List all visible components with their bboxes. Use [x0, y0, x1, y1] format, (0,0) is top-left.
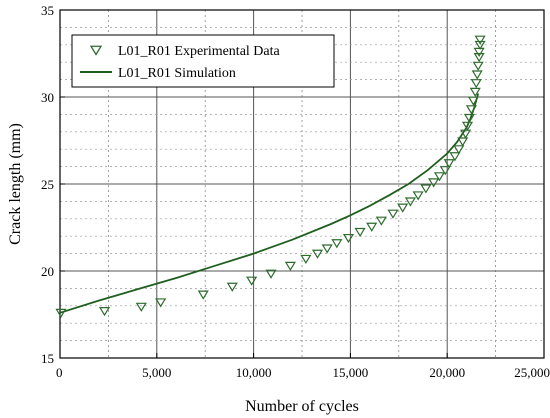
- y-tick-label: 35: [41, 3, 54, 18]
- data-point: [474, 40, 486, 51]
- data-point: [470, 79, 482, 89]
- data-point: [404, 197, 416, 207]
- data-point: [354, 227, 366, 238]
- data-point: [469, 87, 481, 97]
- data-point: [453, 145, 465, 155]
- experimental-series: [55, 35, 486, 318]
- x-tick-label: 0: [56, 365, 63, 380]
- x-tick-label: 5,000: [142, 365, 171, 380]
- data-point: [342, 233, 355, 244]
- data-point: [397, 203, 409, 213]
- simulation-series: [59, 93, 480, 314]
- axis-ticks: 0 5,000 10,000 15,000 20,000 25,000 15 20 25 30 35: [41, 3, 550, 380]
- x-axis-label: Number of cycles: [245, 398, 359, 415]
- data-point: [443, 159, 455, 169]
- x-tick-label: 15,000: [333, 365, 369, 380]
- data-point: [284, 261, 296, 271]
- data-point: [300, 254, 312, 265]
- x-tick-label: 20,000: [429, 365, 465, 380]
- data-point: [366, 222, 378, 232]
- data-point: [311, 249, 324, 259]
- data-point: [461, 121, 474, 131]
- y-tick-label: 25: [41, 177, 54, 192]
- data-point: [265, 269, 277, 279]
- x-tick-label: 25,000: [514, 365, 550, 380]
- legend-marker-experimental: [89, 45, 103, 56]
- data-point: [155, 298, 167, 308]
- legend-box: [71, 34, 335, 88]
- data-point: [135, 302, 147, 312]
- legend-label-simulation: L01_R01 Simulation: [118, 66, 236, 81]
- data-point: [246, 276, 258, 286]
- data-point: [55, 308, 67, 318]
- data-point: [387, 209, 399, 219]
- y-tick-label: 20: [41, 264, 54, 279]
- data-point: [428, 178, 440, 188]
- data-point: [449, 152, 461, 162]
- data-point: [474, 35, 486, 45]
- data-point: [463, 113, 476, 124]
- data-point: [321, 244, 333, 254]
- data-point: [472, 61, 484, 71]
- data-point: [433, 172, 446, 182]
- legend: L01_R01 Experimental Data L01_R01 Simula…: [71, 34, 335, 88]
- y-tick-label: 15: [41, 351, 54, 366]
- data-point: [226, 282, 238, 292]
- data-point: [439, 166, 451, 176]
- data-point: [197, 290, 209, 300]
- y-axis-label: Crack length (mm): [7, 123, 24, 245]
- data-point: [420, 184, 432, 194]
- data-point: [460, 129, 472, 139]
- data-point: [457, 137, 469, 147]
- legend-label-experimental: L01_R01 Experimental Data: [118, 44, 281, 59]
- data-point: [375, 216, 387, 226]
- data-point: [473, 53, 485, 63]
- data-point: [331, 239, 343, 249]
- data-point: [465, 105, 477, 115]
- data-point: [467, 96, 479, 106]
- data-point: [471, 70, 483, 80]
- simulation-line: [59, 93, 480, 314]
- x-tick-label: 10,000: [236, 365, 272, 380]
- y-tick-label: 30: [41, 90, 54, 105]
- data-point: [98, 307, 111, 317]
- data-point: [412, 191, 424, 201]
